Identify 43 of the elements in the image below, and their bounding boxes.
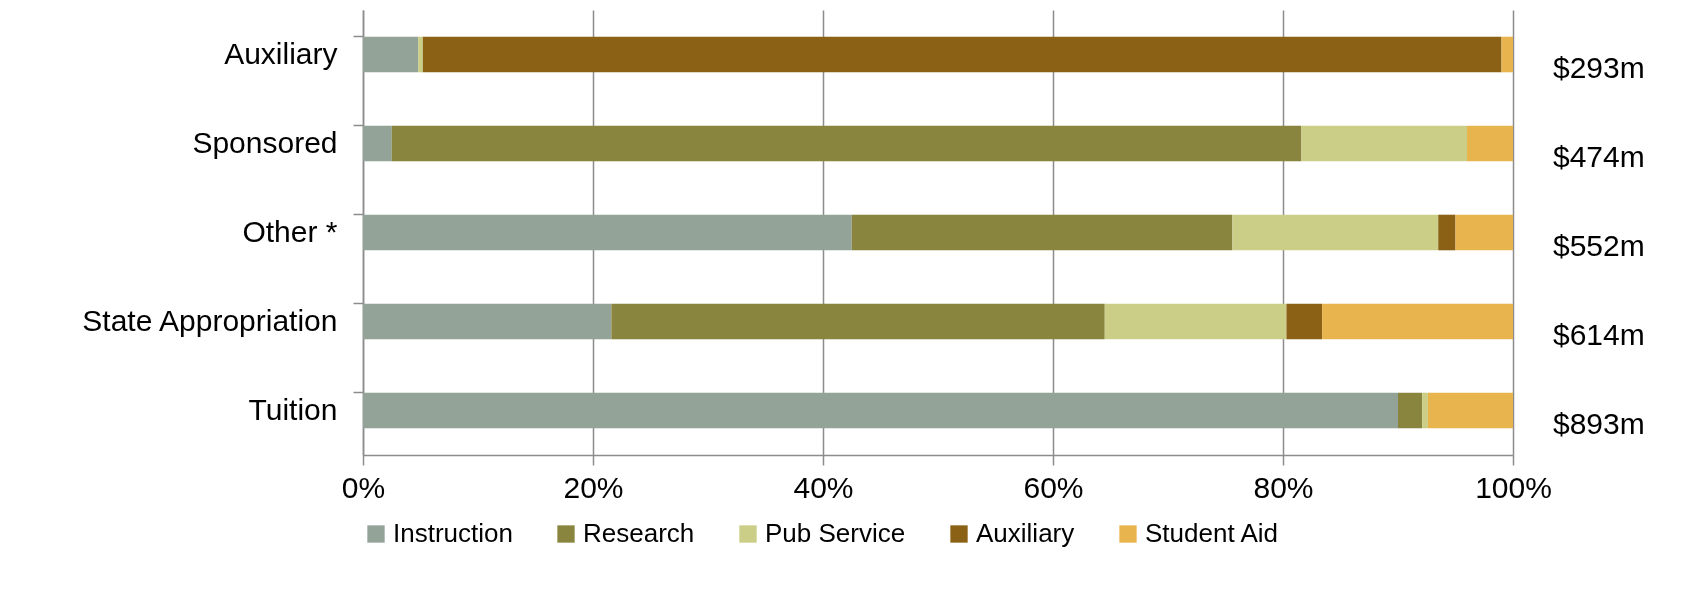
- bar: [418, 36, 423, 73]
- text: $552m: [1553, 228, 1645, 262]
- legend-label: Auxiliary: [976, 518, 1075, 548]
- bar: [363, 125, 392, 162]
- x-tick-label: 20%: [563, 470, 624, 504]
- text: $614m: [1553, 317, 1645, 351]
- bar: [1438, 214, 1456, 251]
- x-tick-label: 100%: [1475, 470, 1552, 504]
- bar: [1286, 303, 1323, 340]
- x-tick-label: 40%: [793, 470, 854, 504]
- bar: [611, 303, 1105, 340]
- legend-label: Instruction: [393, 518, 513, 548]
- text: $474m: [1553, 139, 1645, 173]
- bar: [1427, 392, 1513, 429]
- y-tick-label: Sponsored: [192, 125, 338, 159]
- legend-label: Research: [583, 518, 695, 548]
- y-tick-label: Other *: [242, 214, 338, 248]
- bar: [363, 36, 419, 73]
- legend-label: Pub Service: [765, 518, 906, 548]
- y-tick-label: Tuition: [248, 392, 338, 426]
- bar: [1301, 125, 1467, 162]
- bar: [1232, 214, 1439, 251]
- bar: [851, 214, 1233, 251]
- x-tick-label: 80%: [1253, 470, 1314, 504]
- bar: [1501, 36, 1513, 73]
- y-tick-label: Auxiliary: [224, 36, 338, 70]
- bar: [1467, 125, 1513, 162]
- bar: [1104, 303, 1287, 340]
- y-tick-label: State Appropriation: [82, 303, 338, 337]
- bar: [1455, 214, 1513, 251]
- x-tick-label: 60%: [1023, 470, 1084, 504]
- bar: [1398, 392, 1423, 429]
- bar: [1322, 303, 1513, 340]
- text: $893m: [1553, 406, 1645, 440]
- bar: [391, 125, 1302, 162]
- legend-label: Student Aid: [1145, 518, 1278, 548]
- x-tick-label: 0%: [341, 470, 386, 504]
- bar: [363, 303, 612, 340]
- bar: [363, 392, 1398, 429]
- bar: [363, 214, 852, 251]
- bar: [422, 36, 1502, 73]
- bar: [1422, 392, 1428, 429]
- text: $293m: [1553, 50, 1645, 84]
